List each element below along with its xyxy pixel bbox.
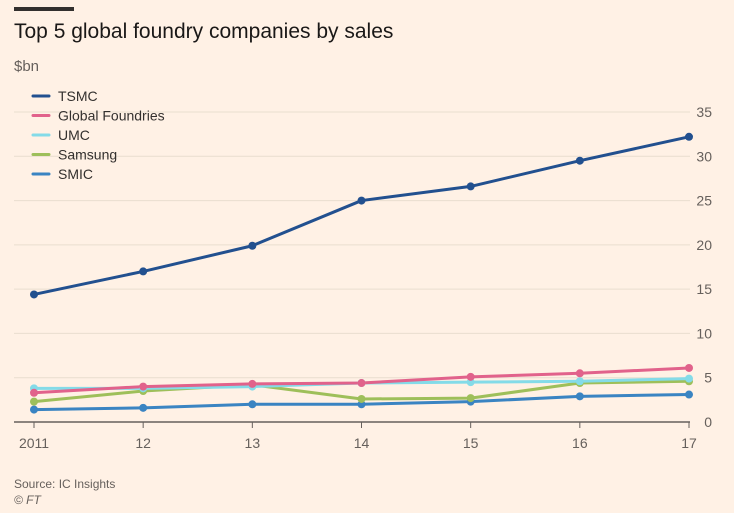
legend-label-umc: UMC [58, 127, 90, 143]
data-point-tsmc-12 [139, 267, 148, 276]
y-tick-label-30: 30 [696, 148, 712, 164]
data-point-global-foundries-15 [466, 372, 475, 381]
legend-label-tsmc: TSMC [58, 88, 98, 104]
data-point-global-foundries-12 [139, 382, 148, 391]
data-point-tsmc-15 [466, 182, 475, 191]
y-tick-label-10: 10 [696, 325, 712, 341]
series-lines [32, 135, 691, 412]
x-tick-label-13: 13 [245, 435, 261, 451]
x-tick-label-15: 15 [463, 435, 479, 451]
y-axis-ticks: 0 5 10 15 20 25 30 35 [696, 104, 712, 430]
legend-label-samsung: Samsung [58, 147, 117, 163]
y-tick-label-25: 25 [696, 193, 712, 209]
gridlines [14, 111, 690, 379]
data-point-global-foundries-16 [575, 369, 584, 378]
data-point-smic-12 [139, 403, 148, 412]
series-points [30, 132, 693, 414]
data-point-global-foundries-2011 [30, 388, 38, 397]
copyright-note: © FT [14, 493, 41, 507]
legend: TSMC Global Foundries UMC Samsung SMIC [31, 88, 165, 182]
data-point-smic-13 [248, 400, 257, 409]
x-tick-label-16: 16 [572, 435, 588, 451]
source-note: Source: IC Insights [14, 477, 116, 491]
data-point-samsung-15 [466, 394, 475, 403]
data-point-smic-16 [575, 392, 584, 401]
y-tick-label-0: 0 [704, 414, 712, 430]
x-axis: 2011 12 13 14 15 16 17 [14, 421, 697, 451]
series-line-tsmc [32, 135, 691, 296]
data-point-global-foundries-13 [248, 379, 257, 388]
data-point-umc-16 [575, 377, 584, 386]
data-point-samsung-2011 [30, 397, 38, 406]
y-axis-unit-label: $bn [14, 58, 40, 75]
data-point-global-foundries-14 [357, 379, 366, 388]
data-point-tsmc-13 [248, 241, 257, 250]
y-tick-label-5: 5 [704, 370, 712, 386]
x-tick-label-2011: 2011 [19, 435, 49, 451]
title-accent-bar [14, 7, 74, 11]
data-point-smic-2011 [30, 405, 38, 414]
x-tick-label-12: 12 [135, 435, 151, 451]
legend-label-global-foundries: Global Foundries [58, 108, 165, 124]
y-tick-label-15: 15 [696, 281, 712, 297]
data-point-tsmc-14 [357, 196, 366, 205]
y-tick-label-35: 35 [696, 104, 712, 120]
legend-label-smic: SMIC [58, 166, 93, 182]
data-point-smic-17 [685, 390, 693, 399]
y-tick-label-20: 20 [696, 237, 712, 253]
data-point-umc-17 [685, 374, 693, 383]
data-point-samsung-14 [357, 394, 366, 403]
chart-title: Top 5 global foundry companies by sales [14, 20, 394, 43]
data-point-global-foundries-17 [685, 363, 693, 372]
data-point-tsmc-17 [685, 132, 693, 141]
x-tick-label-17: 17 [681, 435, 697, 451]
x-tick-label-14: 14 [354, 435, 370, 451]
data-point-tsmc-2011 [30, 290, 38, 299]
data-point-tsmc-16 [575, 156, 584, 165]
